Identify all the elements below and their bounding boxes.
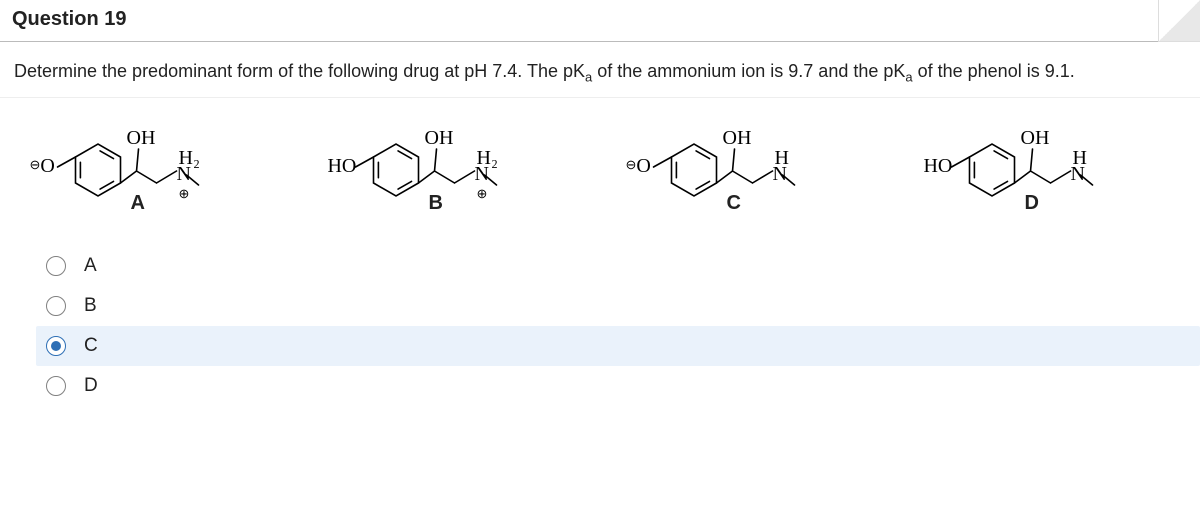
structure-b: HOOHH₂N⊕B	[312, 108, 592, 218]
hydroxyl-label: OH	[723, 127, 752, 150]
option-label: D	[84, 375, 98, 397]
phenol-label: HO	[923, 155, 952, 178]
option-label: B	[84, 295, 97, 317]
radio-b[interactable]	[46, 296, 66, 316]
structure-a: ⊖OOHH₂N⊕A	[14, 108, 294, 218]
radio-d[interactable]	[46, 376, 66, 396]
structure-tag: C	[727, 192, 741, 215]
page-corner-fold	[1158, 0, 1200, 42]
option-c[interactable]: C	[36, 326, 1200, 366]
phenol-label: HO	[327, 155, 356, 178]
hydroxyl-label: OH	[1021, 127, 1050, 150]
question-number: Question 19	[12, 8, 126, 30]
structure-row: ⊖OOHH₂N⊕A HOOHH₂N⊕B ⊖OOHHNC HOOHHND	[0, 98, 1200, 240]
structure-c: ⊖OOHHNC	[610, 108, 890, 218]
structure-tag: D	[1025, 192, 1039, 215]
amine-n-label: N	[1071, 163, 1085, 186]
amine-n-label: N	[773, 163, 787, 186]
structure-tag: A	[131, 192, 145, 215]
phenoxide-label: ⊖O	[625, 155, 650, 178]
option-d[interactable]: D	[36, 366, 1200, 406]
structure-tag: B	[429, 192, 443, 215]
amine-charge-label: ⊕	[477, 181, 488, 204]
structure-d: HOOHHND	[908, 108, 1188, 218]
option-b[interactable]: B	[36, 286, 1200, 326]
phenoxide-label: ⊖O	[29, 155, 54, 178]
options-list: ABCD	[0, 240, 1200, 420]
option-a[interactable]: A	[36, 246, 1200, 286]
option-label: A	[84, 255, 97, 277]
radio-a[interactable]	[46, 256, 66, 276]
amine-charge-label: ⊕	[179, 181, 190, 204]
hydroxyl-label: OH	[127, 127, 156, 150]
question-header: Question 19	[0, 0, 1200, 42]
radio-c[interactable]	[46, 336, 66, 356]
hydroxyl-label: OH	[425, 127, 454, 150]
question-prompt: Determine the predominant form of the fo…	[0, 42, 1200, 98]
option-label: C	[84, 335, 98, 357]
